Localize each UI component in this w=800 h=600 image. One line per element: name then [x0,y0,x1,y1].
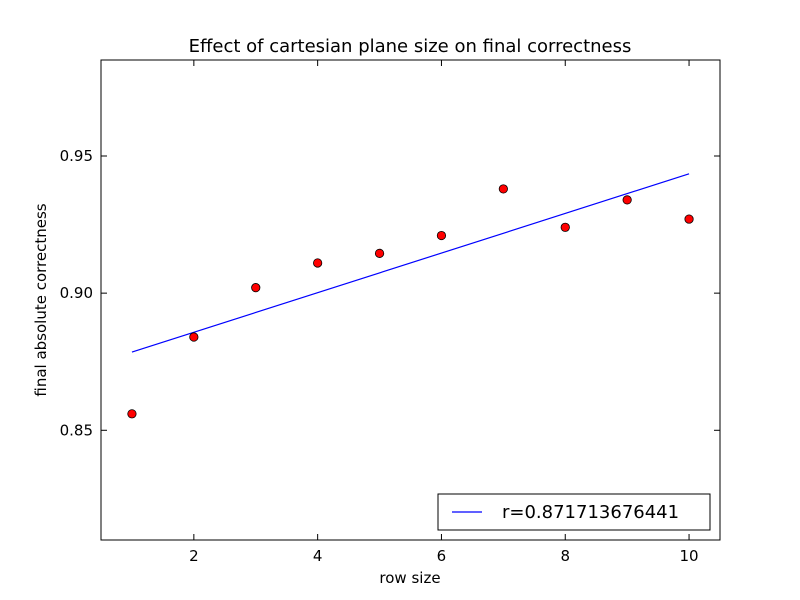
y-tick-label: 0.95 [60,147,93,165]
data-point [127,409,137,419]
data-point [684,214,694,224]
legend-box [437,493,711,531]
data-point [313,258,323,268]
x-axis-label: row size [379,569,440,587]
x-tick-label: 4 [313,547,323,565]
data-point [560,222,570,232]
chart-title: Effect of cartesian plane size on final … [189,36,632,57]
plot-area: 2 4 6 8 10 0.85 0.90 0.95 [60,59,721,565]
y-tick-label: 0.90 [60,284,93,302]
x-tick-label: 2 [189,547,199,565]
data-point [498,184,508,194]
data-point [251,283,261,293]
legend: r=0.871713676441 [437,493,711,531]
data-point [189,332,199,342]
data-point [374,248,385,258]
legend-label: r=0.871713676441 [502,502,679,523]
x-tick-label: 6 [437,547,447,565]
x-tick-label: 10 [680,547,699,565]
data-point [436,230,447,241]
x-tick-label: 8 [560,547,570,565]
data-point [622,195,632,205]
plot-frame [100,59,721,541]
y-tick-label: 0.85 [60,421,93,439]
fit-line [131,173,690,353]
y-axis-label: final absolute correctness [32,203,50,396]
